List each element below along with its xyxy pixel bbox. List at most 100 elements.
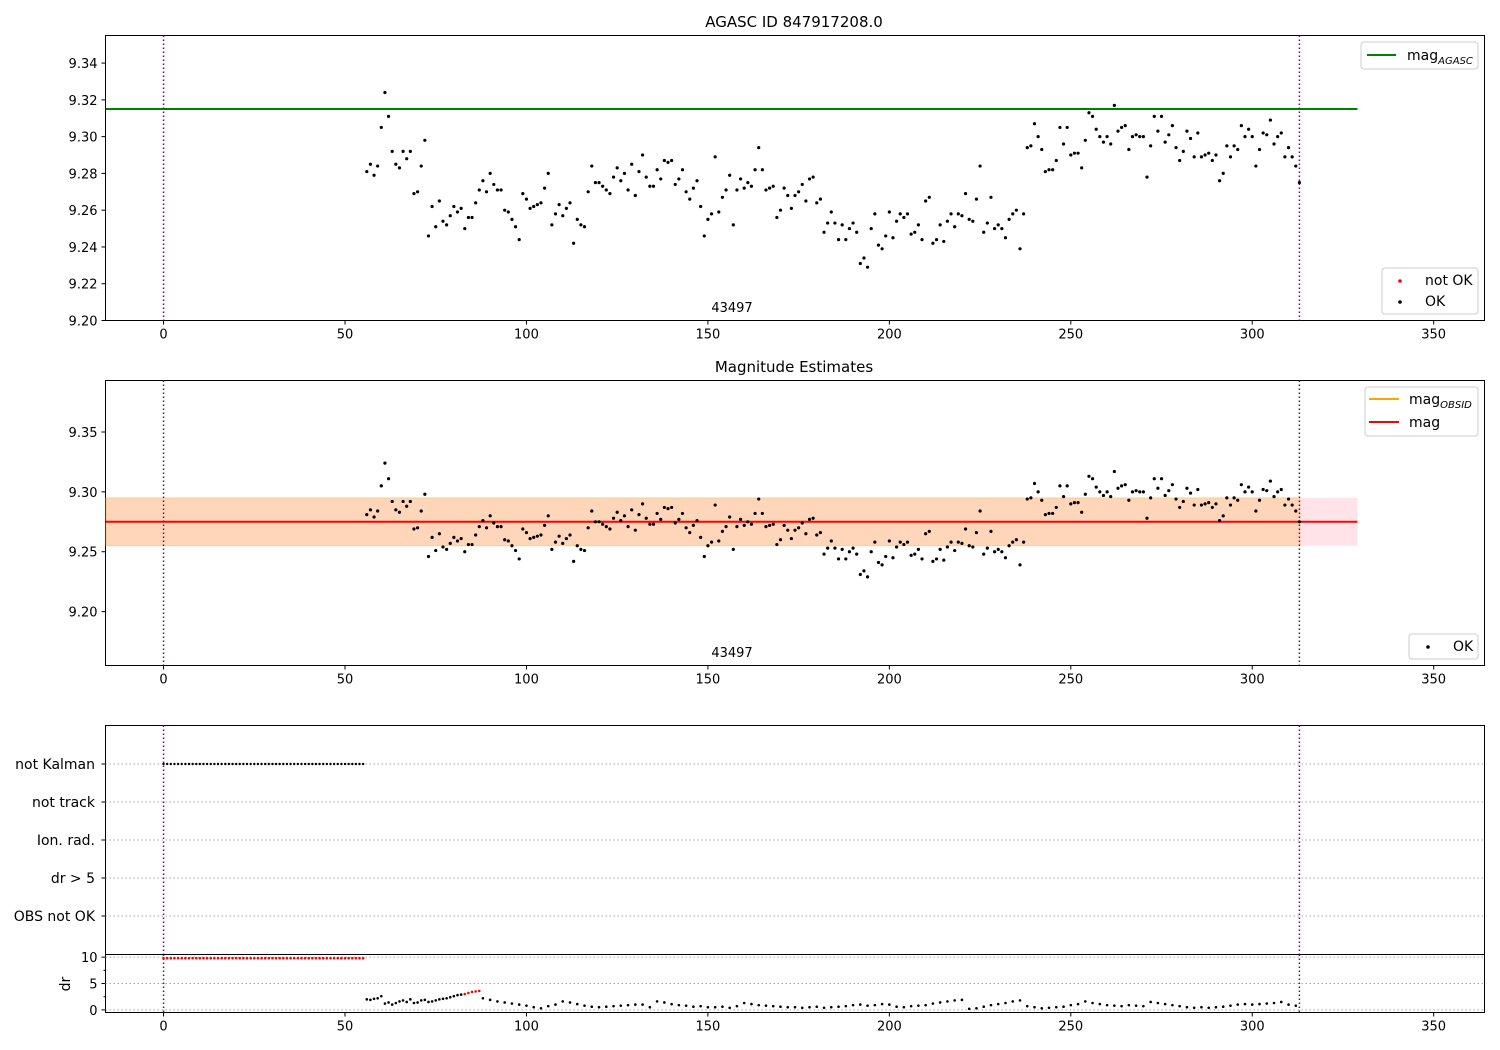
estimates-ok-point [372,515,376,519]
estimates-ok-point [626,524,630,529]
agasc-ok-point [448,214,452,218]
agasc-ok-point [455,210,460,214]
agasc-ok-point [1065,125,1069,130]
estimates-mag-legend: magOBSID mag [1364,386,1479,437]
estimates-ok-point [601,522,605,526]
estimates-ok-point [971,545,975,549]
dr-ok-point [699,1004,702,1008]
estimates-ok-point [931,559,935,563]
estimates-ok-point [757,497,761,501]
estimates-ok-point [557,534,561,538]
estimates-ok-point [1232,496,1236,500]
agasc-ok-point [622,171,627,176]
agasc-ok-point [459,206,463,210]
estimates-ok-point [648,522,652,526]
dr-ok-point [1272,1001,1276,1005]
agasc-legend-ok-label: OK [1425,294,1446,310]
agasc-ok-point [851,221,855,225]
agasc-ok-point [804,199,808,203]
estimates-ok-point [1159,477,1164,481]
svg-text:magAGASC: magAGASC [1407,48,1473,67]
not-kalman-point [314,762,318,766]
estimates-xtick-label: 50 [337,673,354,688]
agasc-ok-point [829,210,833,214]
agasc-ok-point [648,184,652,188]
estimates-ok-point [604,524,608,529]
agasc-ok-point [971,219,975,223]
agasc-ok-point [1214,153,1218,157]
estimates-ok-point [760,511,764,516]
estimates-ok-point [688,530,692,535]
agasc-ok-point [1007,217,1011,221]
dr-ok-point [452,994,456,998]
agasc-ok-point [550,223,554,227]
estimates-ok-point [1040,498,1044,502]
estimates-ok-point [1203,502,1207,506]
estimates-ok-point [807,517,812,522]
agasc-ok-point [949,212,953,216]
dr-not-ok-point [467,991,470,995]
flag-label-not-kalman: not Kalman [15,757,95,773]
dr-ok-point [376,996,379,1000]
agasc-ok-point [967,217,971,221]
estimates-ok-point [492,521,496,525]
agasc-ytick-label: 9.28 [69,167,98,182]
dr-ok-point [405,1000,409,1004]
dr-ok-point [909,1004,913,1008]
agasc-ok-point [746,180,750,185]
dr-ok-point [967,1007,971,1011]
agasc-ok-point [1181,149,1185,153]
dr-ok-point [670,1002,673,1006]
agasc-ok-point [553,212,558,216]
agasc-ok-point [1159,114,1164,119]
estimates-ok-point [513,548,518,553]
agasc-ok-point [1228,155,1233,159]
estimates-ok-point [499,524,503,529]
estimates-ok-point [1112,469,1116,474]
estimates-ok-point [1152,477,1156,481]
dr-ok-point [764,1004,768,1007]
dr-ok-point [960,998,964,1002]
dr-ok-point [786,1005,790,1009]
dr-ok-point [735,1004,739,1008]
dr-saturated-point [213,956,216,960]
estimates-xtick-label: 350 [1421,673,1446,688]
estimates-ok-point [1239,483,1243,487]
estimates-ok-point [818,530,823,535]
estimates-ytick-label: 9.35 [69,426,98,441]
dr-ok-point [721,1005,724,1008]
estimates-ok-point [637,513,641,517]
dr-saturated-point [184,956,187,960]
agasc-ok-point [793,193,797,198]
agasc-ok-point [862,256,866,260]
estimates-ok-point [865,575,870,579]
dr-ok-point [706,1005,710,1009]
estimates-ok-point [633,528,637,532]
estimates-ok-point [934,557,939,561]
agasc-ok-point [611,175,616,179]
agasc-ok-point [1032,122,1037,126]
agasc-ok-point [655,168,659,172]
estimates-ok-point [365,513,369,517]
agasc-ytick-label: 9.22 [69,278,98,293]
estimates-ok-point [1286,497,1291,501]
estimates-ok-point [1181,499,1185,504]
estimates-ok-point [390,499,394,504]
estimates-ok-point [582,548,587,553]
not-kalman-point [263,762,267,766]
estimates-ok-point [1072,501,1077,505]
estimates-ok-point [742,523,746,527]
dr-ok-point [1054,1005,1058,1009]
agasc-ok-point [492,182,496,187]
dr-ok-point [1105,1003,1109,1007]
agasc-ok-point [1116,129,1120,133]
estimates-ok-point [1047,511,1051,516]
dr-ok-point [481,996,485,1000]
estimates-ok-point [1243,490,1247,494]
dr-saturated-point [223,956,227,960]
dr-saturated-point [194,956,198,960]
agasc-ok-point [640,153,645,157]
not-kalman-point [245,762,249,766]
agasc-ok-point [1210,158,1214,163]
estimates-ok-point [495,524,500,529]
